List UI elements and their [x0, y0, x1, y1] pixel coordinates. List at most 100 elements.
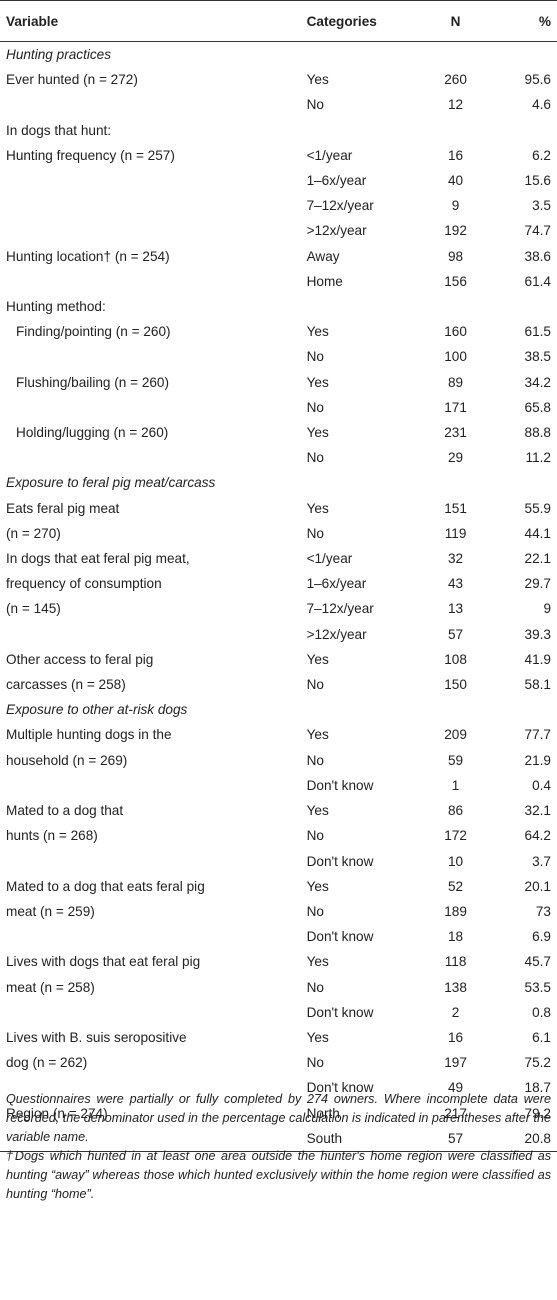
cell-n: 18: [448, 929, 464, 945]
table-row: Other access to feral pig Yes 108 41.9: [0, 647, 557, 672]
cell-n: 16: [448, 147, 464, 163]
cell-category: Yes: [306, 72, 329, 88]
cell-category: No: [306, 979, 324, 995]
table-row: Flushing/bailing (n = 260) Yes 89 34.2: [0, 370, 557, 395]
cell-variable: [0, 849, 301, 874]
cell-category: No: [306, 97, 324, 113]
cell-n: 151: [444, 500, 467, 516]
table-row: In dogs that hunt:: [0, 118, 557, 143]
cell-n: 86: [448, 803, 464, 819]
header-row: Variable Categories N %: [0, 0, 557, 42]
cell-percent: 74.7: [524, 223, 551, 239]
table-row: Mated to a dog that eats feral pig Yes 52 2…: [0, 874, 557, 899]
table-row: Hunting practices: [0, 42, 557, 68]
cell-variable: Hunting practices: [6, 47, 112, 62]
cell-variable: household (n = 269): [6, 752, 128, 768]
table-row: (n = 145) 7–12x/year 13 9: [0, 596, 557, 621]
cell-n: [418, 697, 494, 722]
table-row: Exposure to feral pig meat/carcass: [0, 470, 557, 495]
cell-category: No: [306, 828, 324, 844]
cell-n: 98: [448, 248, 464, 264]
cell-category: >12x/year: [306, 626, 367, 642]
table-row: dog (n = 262) No 197 75.2: [0, 1050, 557, 1075]
cell-variable: frequency of consumption: [6, 576, 162, 592]
cell-n: 100: [444, 349, 467, 365]
table-row: Don't know 1 0.4: [0, 773, 557, 798]
table-row: >12x/year 192 74.7: [0, 218, 557, 243]
cell-category: 1–6x/year: [306, 576, 367, 592]
cell-category: No: [306, 399, 324, 415]
cell-category: North: [306, 1105, 340, 1121]
table-row: Home 156 61.4: [0, 269, 557, 294]
cell-percent: 32.1: [524, 803, 551, 819]
cell-category: No: [306, 1055, 324, 1071]
cell-variable: hunts (n = 268): [6, 828, 98, 844]
cell-percent: 38.6: [524, 248, 551, 264]
cell-n: 172: [444, 828, 467, 844]
cell-n: 189: [444, 903, 467, 919]
table-row: South 57 20.8: [0, 1126, 557, 1152]
table-row: Don't know 10 3.7: [0, 849, 557, 874]
cell-variable: Multiple hunting dogs in the: [6, 727, 172, 743]
cell-category: >12x/year: [306, 223, 367, 239]
table-row: No 100 38.5: [0, 344, 557, 369]
cell-variable: [0, 395, 301, 420]
cell-category: <1/year: [306, 551, 353, 567]
cell-n: 59: [448, 752, 464, 768]
cell-n: 260: [444, 72, 467, 88]
cell-percent: 4.6: [532, 97, 551, 113]
cell-variable: [0, 445, 301, 470]
table-row: No 12 4.6: [0, 92, 557, 117]
cell-category: Yes: [306, 374, 329, 390]
table-row: Region (n = 274) North 217 79.2: [0, 1101, 557, 1126]
cell-variable: Finding/pointing (n = 260): [16, 324, 171, 340]
cell-variable: Lives with dogs that eat feral pig: [6, 954, 201, 970]
cell-n: 192: [444, 223, 467, 239]
table-footnotes: Questionnaires were partially or fully c…: [6, 1090, 551, 1204]
cell-percent: 18.7: [524, 1080, 551, 1096]
cell-variable: [0, 1000, 301, 1025]
cell-variable: [0, 924, 301, 949]
data-table: Variable Categories N % Hunting practice…: [0, 0, 557, 1152]
cell-category: 1–6x/year: [306, 173, 367, 189]
cell-n: [418, 470, 494, 495]
table-row: No 29 11.2: [0, 445, 557, 470]
cell-n: 197: [444, 1055, 467, 1071]
cell-n: 217: [444, 1105, 467, 1121]
header-categories: Categories: [306, 13, 377, 29]
cell-category: Yes: [306, 500, 329, 516]
table-row: Finding/pointing (n = 260) Yes 160 61.5: [0, 319, 557, 344]
table-row: household (n = 269) No 59 21.9: [0, 748, 557, 773]
cell-variable: Exposure to feral pig meat/carcass: [6, 475, 216, 491]
cell-variable: Hunting frequency (n = 257): [6, 147, 175, 163]
cell-n: [418, 42, 494, 68]
table-row: meat (n = 258) No 138 53.5: [0, 975, 557, 1000]
cell-variable: meat (n = 258): [6, 979, 95, 995]
cell-percent: 6.2: [532, 147, 551, 163]
cell-category: [301, 42, 418, 68]
cell-percent: 88.8: [524, 425, 551, 441]
table-row: 1–6x/year 40 15.6: [0, 168, 557, 193]
cell-variable: [0, 92, 301, 117]
cell-percent: 75.2: [524, 1055, 551, 1071]
cell-n: 156: [444, 273, 467, 289]
cell-n: 1: [451, 777, 460, 793]
cell-n: 138: [444, 979, 467, 995]
cell-n: 108: [444, 651, 467, 667]
cell-percent: 20.1: [524, 878, 551, 894]
cell-percent: [494, 42, 557, 68]
cell-category: Don't know: [306, 1004, 374, 1020]
cell-n: 231: [444, 425, 467, 441]
cell-n: 52: [448, 878, 464, 894]
cell-variable: (n = 145): [6, 601, 61, 617]
cell-category: <1/year: [306, 147, 353, 163]
table-row: carcasses (n = 258) No 150 58.1: [0, 672, 557, 697]
cell-percent: 29.7: [524, 576, 551, 592]
table-row: Exposure to other at-risk dogs: [0, 697, 557, 722]
cell-percent: 39.3: [524, 626, 551, 642]
cell-percent: [494, 697, 557, 722]
cell-n: 209: [444, 727, 467, 743]
cell-category: Yes: [306, 803, 329, 819]
cell-percent: 0.8: [532, 1004, 551, 1020]
